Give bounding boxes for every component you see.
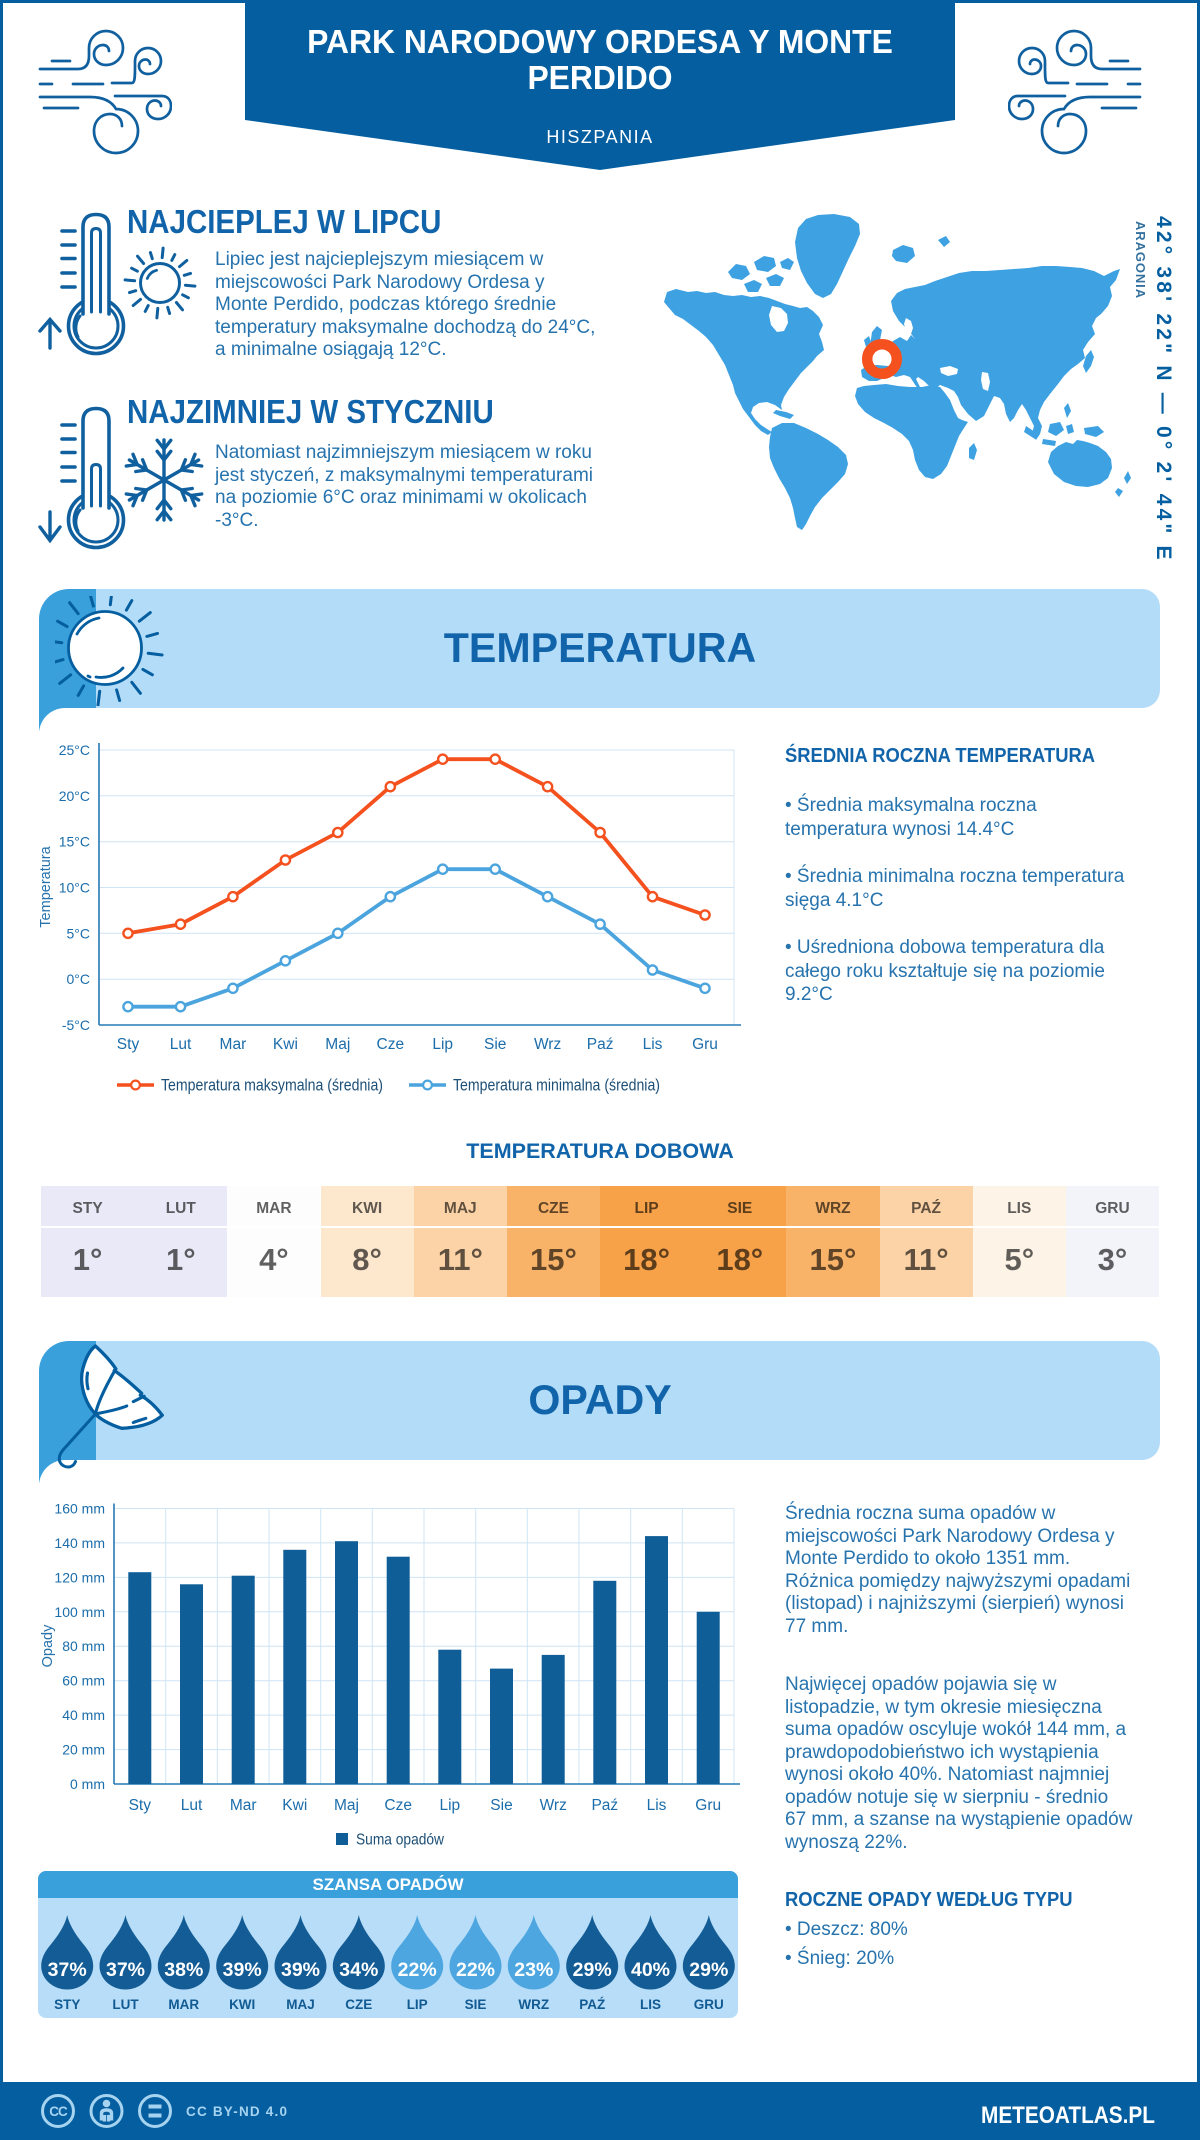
svg-text:Kwi: Kwi (282, 1797, 307, 1814)
svg-text:Sty: Sty (129, 1797, 152, 1814)
svg-text:0 mm: 0 mm (70, 1776, 105, 1792)
svg-text:15°C: 15°C (59, 834, 90, 850)
svg-text:Temperatura minimalna (średnia: Temperatura minimalna (średnia) (453, 1077, 660, 1095)
svg-text:80 mm: 80 mm (62, 1638, 105, 1654)
svg-text:Lis: Lis (643, 1036, 663, 1053)
svg-text:140 mm: 140 mm (54, 1535, 105, 1551)
svg-text:Lis: Lis (647, 1797, 667, 1814)
svg-text:Temperatura: Temperatura (40, 845, 54, 927)
svg-text:Paź: Paź (591, 1797, 618, 1814)
svg-text:Wrz: Wrz (534, 1036, 561, 1053)
svg-text:Lip: Lip (439, 1797, 460, 1814)
svg-text:Cze: Cze (384, 1797, 412, 1814)
svg-text:Lip: Lip (432, 1036, 453, 1053)
svg-text:Lut: Lut (181, 1797, 203, 1814)
svg-text:Suma opadów: Suma opadów (356, 1832, 444, 1849)
svg-text:Temperatura maksymalna (średni: Temperatura maksymalna (średnia) (161, 1077, 383, 1095)
svg-text:CC: CC (49, 2104, 68, 2119)
svg-text:5°C: 5°C (67, 925, 91, 941)
svg-text:Gru: Gru (692, 1036, 718, 1053)
svg-text:METEOATLAS.PL: METEOATLAS.PL (981, 2102, 1155, 2129)
svg-text:Paź: Paź (587, 1036, 614, 1053)
svg-text:Sty: Sty (117, 1036, 140, 1053)
svg-text:Lut: Lut (170, 1036, 192, 1053)
svg-text:20°C: 20°C (59, 788, 90, 804)
svg-text:Wrz: Wrz (540, 1797, 567, 1814)
svg-text:60 mm: 60 mm (62, 1673, 105, 1689)
svg-text:25°C: 25°C (59, 742, 90, 758)
svg-text:Sie: Sie (490, 1797, 512, 1814)
svg-text:20 mm: 20 mm (62, 1742, 105, 1758)
svg-text:CC BY-ND 4.0: CC BY-ND 4.0 (186, 2104, 288, 2119)
svg-text:160 mm: 160 mm (54, 1501, 105, 1517)
svg-text:Mar: Mar (230, 1797, 257, 1814)
svg-text:Opady: Opady (40, 1624, 56, 1667)
svg-text:Sie: Sie (484, 1036, 506, 1053)
svg-text:Cze: Cze (377, 1036, 405, 1053)
svg-text:120 mm: 120 mm (54, 1569, 105, 1585)
svg-text:100 mm: 100 mm (54, 1604, 105, 1620)
svg-text:40 mm: 40 mm (62, 1707, 105, 1723)
svg-text:-5°C: -5°C (62, 1017, 90, 1033)
svg-text:10°C: 10°C (59, 880, 90, 896)
svg-text:Maj: Maj (334, 1797, 359, 1814)
svg-text:Maj: Maj (325, 1036, 350, 1053)
svg-text:Mar: Mar (220, 1036, 247, 1053)
svg-text:0°C: 0°C (67, 971, 91, 987)
svg-text:Gru: Gru (695, 1797, 721, 1814)
svg-text:Kwi: Kwi (273, 1036, 298, 1053)
